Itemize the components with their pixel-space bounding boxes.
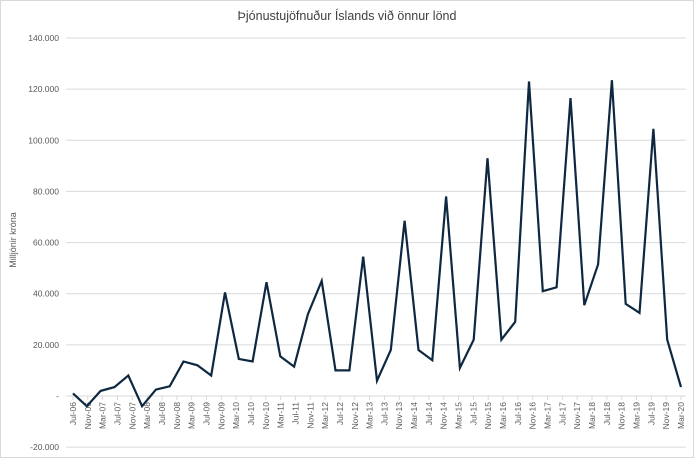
x-tick-label: Mar-20 (676, 402, 686, 429)
y-tick-label: 100.000 (28, 135, 59, 145)
x-tick-label: Nov-07 (127, 402, 137, 430)
x-tick-label: Nov-16 (528, 402, 538, 430)
y-tick-label: 120.000 (28, 84, 59, 94)
x-tick-label: Mar-18 (587, 402, 597, 429)
x-tick-label: Nov-08 (172, 402, 182, 430)
x-tick-label: Jul-06 (68, 402, 78, 425)
x-tick-label: Mar-12 (320, 402, 330, 429)
x-tick-label: Nov-18 (617, 402, 627, 430)
x-tick-label: Nov-10 (261, 402, 271, 430)
x-tick-label: Nov-13 (394, 402, 404, 430)
x-tick-label: Mar-16 (498, 402, 508, 429)
x-tick-label: Jul-15 (468, 402, 478, 425)
y-tick-label: 20.000 (33, 340, 59, 350)
y-tick-label: 140.000 (28, 33, 59, 43)
x-tick-label: Jul-08 (157, 402, 167, 425)
y-tick-label: - (56, 391, 59, 401)
x-tick-label: Nov-11 (305, 402, 315, 429)
x-tick-label: Mar-19 (632, 402, 642, 429)
x-tick-label: Jul-14 (424, 402, 434, 425)
x-tick-label: Mar-15 (454, 402, 464, 429)
x-tick-label: Jul-09 (201, 402, 211, 425)
x-tick-label: Jul-18 (602, 402, 612, 425)
x-tick-label: Nov-06 (83, 402, 93, 430)
chart-title: Þjónustujöfnuður Íslands við önnur lönd (237, 9, 457, 23)
y-tick-label: 80.000 (33, 186, 59, 196)
x-tick-label: Nov-17 (572, 402, 582, 430)
x-tick-label: Jul-10 (246, 402, 256, 425)
data-series-line (72, 80, 683, 409)
x-tick-label: Mar-14 (409, 402, 419, 429)
x-tick-label: Jul-11 (290, 402, 300, 425)
x-tick-label: Jul-19 (646, 402, 656, 425)
x-tick-label: Mar-07 (98, 402, 108, 429)
x-tick-label: Jul-17 (557, 402, 567, 425)
x-tick-label: Mar-13 (365, 402, 375, 429)
x-tick-label: Nov-15 (483, 402, 493, 430)
x-tick-label: Mar-17 (543, 402, 553, 429)
x-tick-label: Jul-07 (112, 402, 122, 425)
y-tick-label: 40.000 (33, 289, 59, 299)
x-tick-label: Nov-19 (661, 402, 671, 430)
x-tick-label: Nov-09 (216, 402, 226, 430)
x-tick-label: Mar-08 (142, 402, 152, 429)
x-tick-label: Jul-16 (513, 402, 523, 425)
x-tick-label: Jul-13 (379, 402, 389, 425)
y-tick-label: -20.000 (30, 442, 59, 452)
x-tick-label: Mar-09 (187, 402, 197, 429)
x-tick-label: Nov-12 (350, 402, 360, 430)
y-tick-label: 60.000 (33, 238, 59, 248)
x-tick-label: Jul-12 (335, 402, 345, 425)
x-tick-label: Nov-14 (439, 402, 449, 430)
x-tick-label: Mar-11 (276, 402, 286, 429)
x-tick-label: Mar-10 (231, 402, 241, 429)
